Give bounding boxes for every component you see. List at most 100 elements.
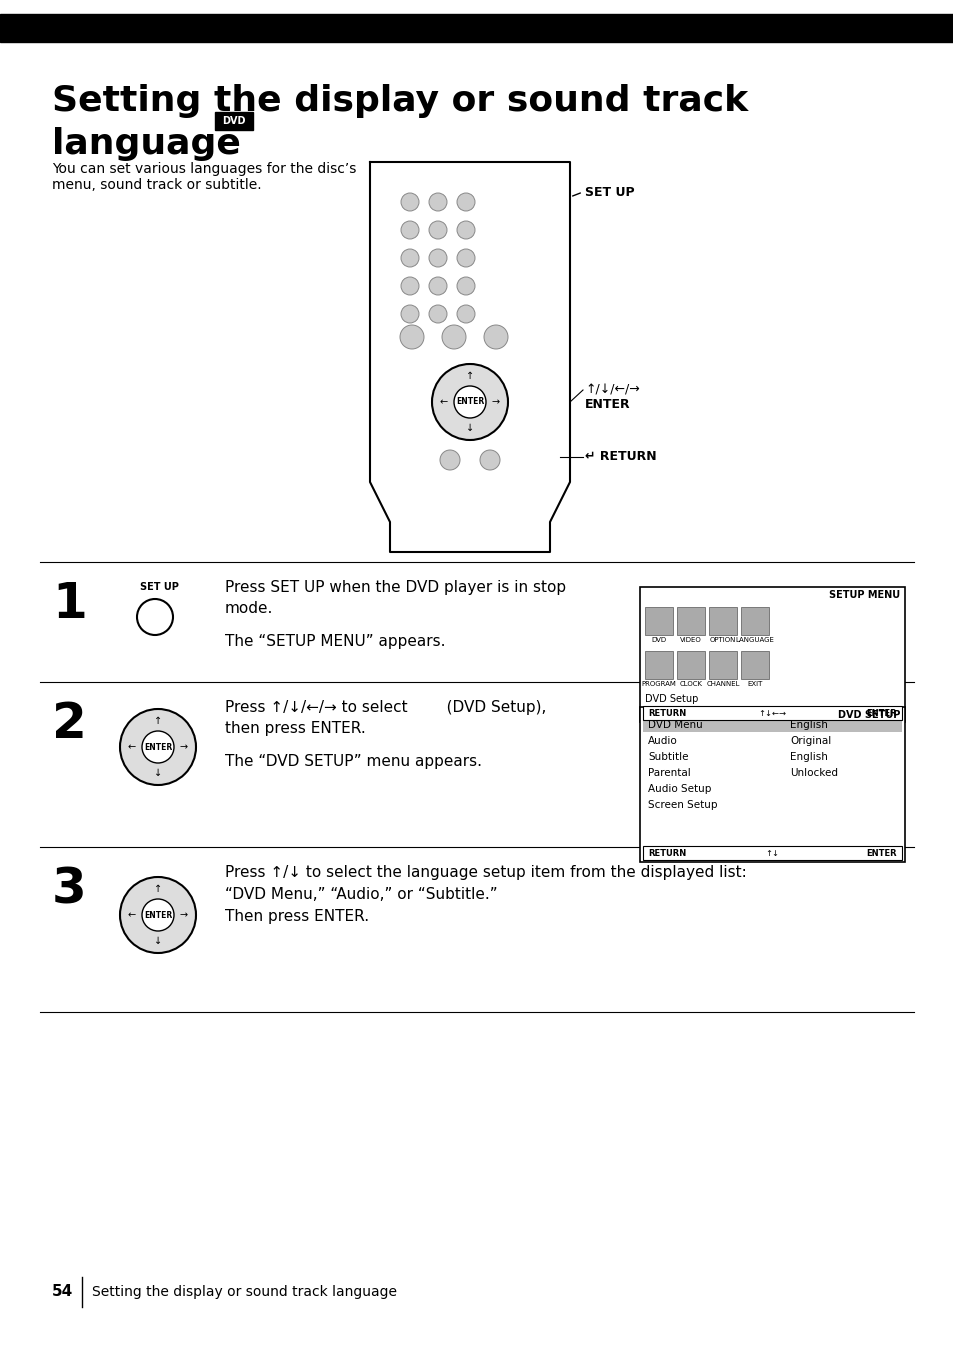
- Text: ↓: ↓: [153, 936, 162, 946]
- Text: ↑↓←→: ↑↓←→: [758, 708, 785, 718]
- Text: EXIT: EXIT: [746, 681, 761, 687]
- Bar: [214, 112, 253, 130]
- Text: ←: ←: [439, 397, 448, 407]
- Text: →: →: [180, 910, 188, 919]
- Text: OPTION: OPTION: [709, 637, 736, 644]
- Bar: [639, 707, 904, 863]
- Circle shape: [456, 277, 475, 295]
- Bar: [677, 652, 704, 679]
- Text: RETURN: RETURN: [647, 849, 685, 857]
- Text: 3: 3: [52, 865, 87, 913]
- Text: Setting the display or sound track: Setting the display or sound track: [52, 84, 747, 118]
- Text: The “DVD SETUP” menu appears.: The “DVD SETUP” menu appears.: [225, 754, 481, 769]
- Text: ENTER: ENTER: [865, 708, 896, 718]
- Bar: [677, 607, 704, 635]
- Text: ENTER: ENTER: [144, 742, 172, 752]
- Circle shape: [120, 708, 195, 786]
- Text: The “SETUP MENU” appears.: The “SETUP MENU” appears.: [225, 634, 445, 649]
- Bar: [639, 587, 904, 722]
- Text: Setting the display or sound track language: Setting the display or sound track langu…: [91, 1284, 396, 1299]
- Text: VIDEO: VIDEO: [679, 637, 701, 644]
- Text: DVD: DVD: [651, 637, 666, 644]
- Text: Parental: Parental: [647, 768, 690, 777]
- Text: Audio: Audio: [647, 735, 677, 746]
- Text: SET UP: SET UP: [140, 581, 178, 592]
- Circle shape: [456, 193, 475, 211]
- Bar: [708, 607, 737, 635]
- Text: RETURN: RETURN: [647, 708, 685, 718]
- Text: Press SET UP when the DVD player is in stop
mode.: Press SET UP when the DVD player is in s…: [225, 580, 565, 617]
- Text: SET UP: SET UP: [584, 185, 634, 199]
- Text: →: →: [492, 397, 499, 407]
- Circle shape: [429, 220, 447, 239]
- Bar: [740, 607, 768, 635]
- Bar: [0, 14, 953, 42]
- Text: DVD: DVD: [222, 116, 246, 126]
- Bar: [708, 652, 737, 679]
- Text: Audio Setup: Audio Setup: [647, 784, 711, 794]
- Text: PROGRAM: PROGRAM: [640, 681, 676, 687]
- Text: Press ↑/↓/←/→ to select        (DVD Setup),
then press ENTER.: Press ↑/↓/←/→ to select (DVD Setup), the…: [225, 700, 546, 735]
- Circle shape: [441, 324, 465, 349]
- Polygon shape: [370, 162, 569, 552]
- Text: Press ↑/↓ to select the language setup item from the displayed list:
“DVD Menu,”: Press ↑/↓ to select the language setup i…: [225, 865, 746, 925]
- Text: CLOCK: CLOCK: [679, 681, 701, 687]
- Text: ←: ←: [128, 910, 136, 919]
- Text: ↑↓: ↑↓: [764, 849, 779, 857]
- Text: ↑: ↑: [153, 884, 162, 894]
- Text: language: language: [52, 127, 240, 161]
- Text: ENTER: ENTER: [456, 397, 483, 407]
- Text: ↑: ↑: [465, 370, 474, 381]
- Text: ENTER: ENTER: [865, 849, 896, 857]
- Text: ↵ RETURN: ↵ RETURN: [584, 450, 656, 464]
- Circle shape: [429, 193, 447, 211]
- Text: ENTER: ENTER: [584, 399, 630, 411]
- Circle shape: [120, 877, 195, 953]
- Circle shape: [400, 277, 418, 295]
- Circle shape: [432, 364, 507, 439]
- Circle shape: [142, 731, 173, 763]
- Text: DVD Setup: DVD Setup: [644, 694, 698, 704]
- Text: Unlocked: Unlocked: [789, 768, 837, 777]
- Circle shape: [142, 899, 173, 932]
- Bar: [644, 607, 672, 635]
- Bar: [740, 652, 768, 679]
- Text: English: English: [789, 752, 827, 763]
- Text: →: →: [180, 742, 188, 752]
- Bar: [644, 652, 672, 679]
- Circle shape: [400, 249, 418, 266]
- Text: ENTER: ENTER: [144, 910, 172, 919]
- Text: Original: Original: [789, 735, 830, 746]
- Circle shape: [429, 277, 447, 295]
- Text: DVD Menu: DVD Menu: [647, 721, 702, 730]
- Bar: [642, 706, 901, 721]
- Text: CHANNEL: CHANNEL: [705, 681, 739, 687]
- Text: ↑/↓/←/→: ↑/↓/←/→: [584, 384, 639, 396]
- Circle shape: [399, 324, 423, 349]
- Text: You can set various languages for the disc’s
menu, sound track or subtitle.: You can set various languages for the di…: [52, 162, 356, 192]
- Circle shape: [429, 249, 447, 266]
- Text: 54: 54: [52, 1284, 73, 1299]
- Text: ←: ←: [128, 742, 136, 752]
- Bar: [642, 718, 901, 731]
- Text: LANGUAGE: LANGUAGE: [735, 637, 774, 644]
- Circle shape: [429, 306, 447, 323]
- Circle shape: [456, 249, 475, 266]
- Circle shape: [454, 387, 485, 418]
- Text: ↑: ↑: [153, 717, 162, 726]
- Text: 1: 1: [52, 580, 87, 627]
- Circle shape: [456, 306, 475, 323]
- Circle shape: [400, 220, 418, 239]
- Text: ↓: ↓: [465, 423, 474, 433]
- Circle shape: [400, 306, 418, 323]
- Text: 2: 2: [52, 700, 87, 748]
- Circle shape: [456, 220, 475, 239]
- Bar: [642, 846, 901, 860]
- Text: Screen Setup: Screen Setup: [647, 800, 717, 810]
- Circle shape: [400, 193, 418, 211]
- Circle shape: [439, 450, 459, 470]
- Text: SETUP MENU: SETUP MENU: [828, 589, 899, 600]
- Circle shape: [483, 324, 507, 349]
- Circle shape: [479, 450, 499, 470]
- Text: DVD SETUP: DVD SETUP: [837, 710, 899, 721]
